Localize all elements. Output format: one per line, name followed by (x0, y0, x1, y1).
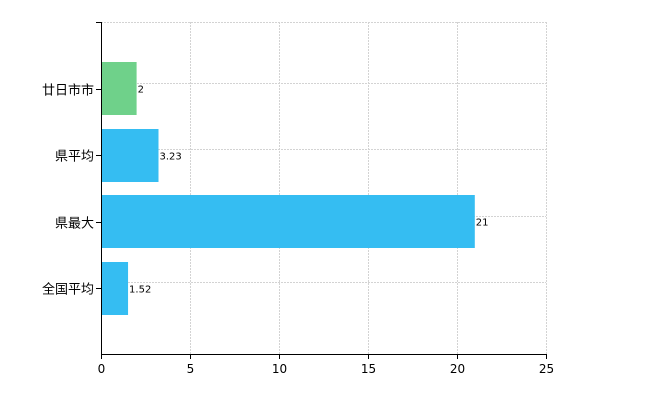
data-label: 3.23 (159, 152, 181, 163)
bar (101, 262, 129, 315)
bar (101, 129, 159, 182)
x-tick-label: 15 (361, 362, 376, 376)
x-tick-label: 5 (187, 362, 195, 376)
bar-layer (101, 62, 475, 315)
x-tick-label: 10 (272, 362, 287, 376)
data-label: 21 (476, 218, 489, 229)
x-tick-label: 0 (98, 362, 106, 376)
bar (101, 195, 475, 248)
y-tick-label: 県平均 (55, 150, 94, 165)
data-label: 2 (138, 85, 144, 96)
x-tick-label: 20 (450, 362, 465, 376)
grid-layer (101, 22, 547, 354)
y-tick-label: 県最大 (55, 217, 94, 232)
y-tick-label: 全国平均 (42, 282, 94, 298)
axis-layer (96, 22, 547, 359)
bar (101, 62, 137, 115)
data-label: 1.52 (129, 285, 151, 296)
y-tick-label: 廿日市市 (42, 83, 94, 99)
x-tick-label: 25 (539, 362, 554, 376)
